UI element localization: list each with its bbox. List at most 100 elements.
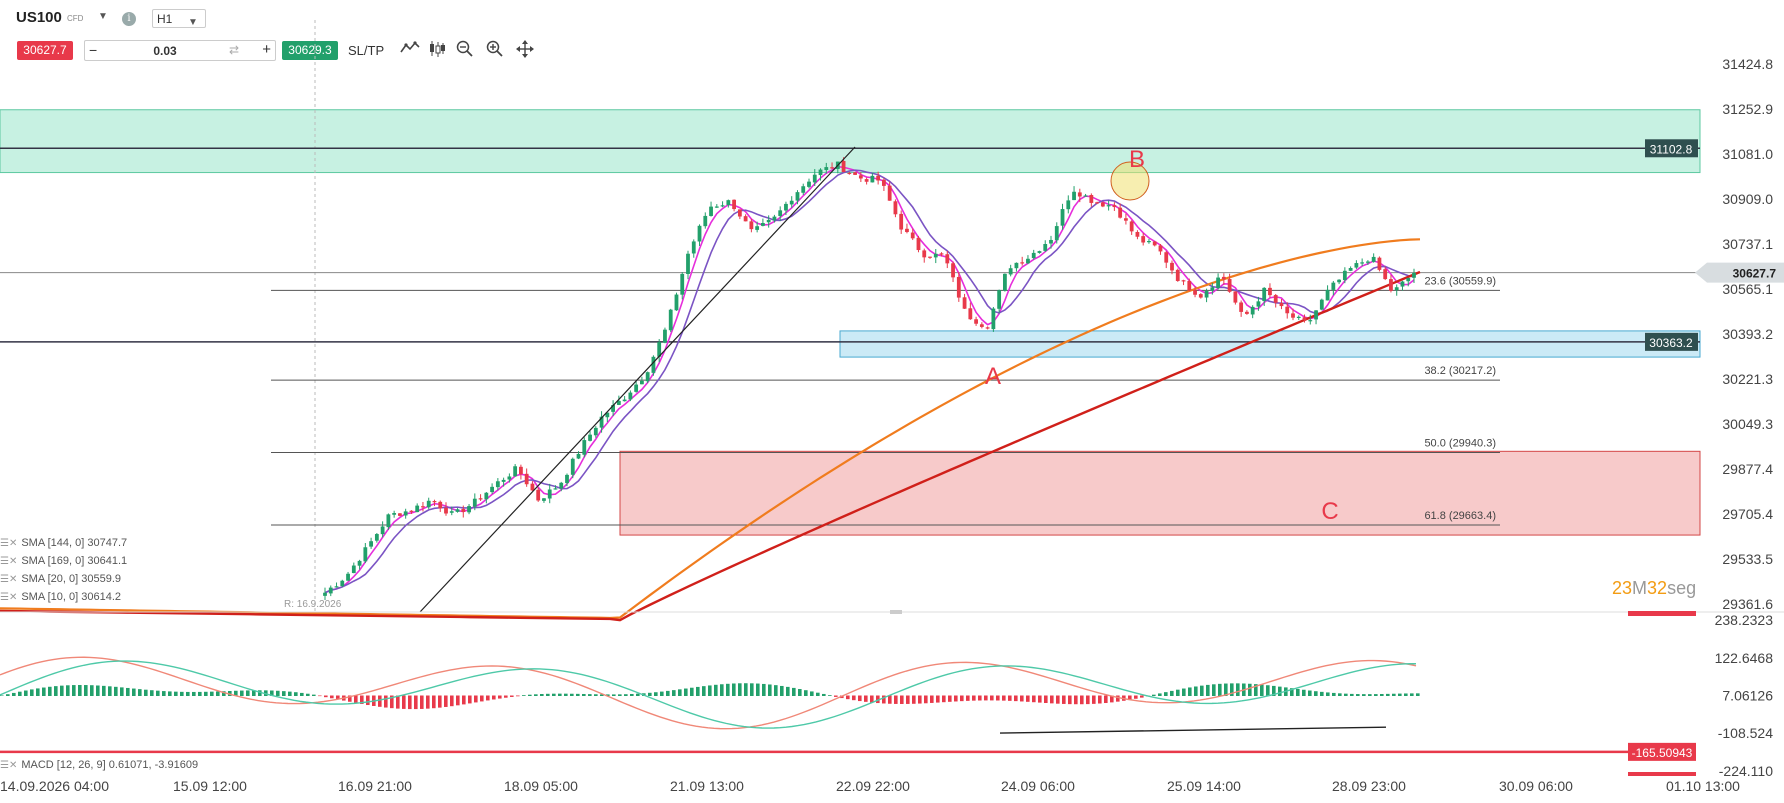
candle-body	[968, 308, 973, 320]
candle	[1366, 260, 1370, 265]
candle-body	[674, 294, 679, 311]
candle-body	[1181, 280, 1186, 282]
macd-signal-line	[0, 660, 1417, 729]
sma-legend-item[interactable]: ☰✕ SMA [20, 0] 30559.9	[0, 573, 121, 585]
macd-histogram-bar	[672, 690, 676, 696]
candle-timer: 23M32seg	[1612, 578, 1697, 598]
zoom-out-icon[interactable]	[456, 40, 474, 58]
macd-top-marker	[1628, 611, 1696, 616]
candle-body	[916, 237, 921, 251]
timeframe-select[interactable]: H1 ▼	[152, 9, 206, 28]
candle-body	[426, 500, 431, 508]
settings-close-icon[interactable]: ☰✕	[0, 574, 18, 585]
time-tick-label: 22.09 22:00	[836, 778, 910, 794]
sell-button[interactable]: 30627.7	[17, 41, 73, 60]
crosshair-icon[interactable]	[516, 40, 536, 60]
candle	[1291, 308, 1295, 321]
candle-body	[478, 498, 483, 500]
macd-histogram-bar	[666, 690, 670, 696]
candle-body	[1193, 290, 1197, 295]
minus-icon[interactable]: −	[89, 42, 98, 58]
symbol-name[interactable]: US100	[16, 9, 62, 26]
sma-legend-item[interactable]: ☰✕ SMA [169, 0] 30641.1	[0, 555, 127, 567]
macd-histogram-bar	[156, 690, 160, 696]
candle-body	[956, 276, 961, 298]
macd-histogram-bar	[1362, 694, 1366, 696]
candle-body	[714, 206, 719, 208]
candle	[1026, 255, 1030, 265]
candle	[974, 316, 978, 326]
macd-histogram-bar	[534, 694, 538, 696]
macd-histogram-bar	[1086, 695, 1090, 705]
candle-body	[1089, 195, 1094, 203]
candle	[1221, 273, 1226, 285]
settings-close-icon[interactable]: ☰✕	[0, 556, 18, 567]
candle-body	[962, 297, 967, 309]
macd-histogram-bar	[852, 695, 856, 701]
macd-histogram-bar	[654, 692, 658, 696]
macd-histogram-bar	[486, 695, 490, 701]
quantity-value[interactable]: 0.03	[153, 44, 177, 58]
macd-legend[interactable]: ☰✕ MACD [12, 26, 9] 0.61071, -3.91609	[0, 759, 198, 771]
candle-body	[565, 474, 569, 484]
macd-histogram-bar	[1020, 695, 1024, 702]
candle-body	[876, 175, 881, 181]
info-icon[interactable]: i	[122, 12, 136, 26]
candle	[1175, 268, 1180, 282]
settings-close-icon[interactable]: ☰✕	[0, 760, 18, 771]
quantity-stepper[interactable]: − 0.03 ⇄ +	[84, 40, 276, 61]
macd-histogram-bar	[864, 695, 868, 702]
macd-histogram-bar	[1026, 695, 1030, 702]
candle-body	[1383, 269, 1388, 280]
candle	[1141, 232, 1146, 246]
macd-histogram-bar	[948, 695, 952, 702]
candle	[323, 587, 327, 601]
macd-histogram-bar	[1314, 691, 1318, 696]
zoom-in-icon[interactable]	[486, 40, 504, 58]
macd-histogram-bar	[180, 691, 184, 696]
candle	[559, 481, 564, 492]
candle-body	[547, 489, 552, 499]
candle-body	[634, 384, 639, 392]
candle	[421, 502, 425, 512]
candle	[784, 201, 788, 216]
candle-body	[824, 167, 829, 170]
candle-body	[1037, 251, 1042, 253]
macd-histogram-bar	[456, 695, 460, 706]
candle	[576, 451, 581, 460]
macd-histogram-bar	[444, 695, 448, 707]
macd-histogram-bar	[1386, 693, 1390, 696]
macd-histogram-bar	[1326, 692, 1330, 696]
line-chart-icon[interactable]	[400, 40, 420, 56]
macd-histogram-bar	[618, 694, 622, 696]
buy-button[interactable]: 30629.3	[282, 41, 338, 60]
sma-legend-item[interactable]: ☰✕ SMA [10, 0] 30614.2	[0, 591, 121, 603]
macd-histogram-bar	[1074, 695, 1078, 705]
fib-label: 38.2 (30217.2)	[1424, 365, 1496, 377]
chevron-down-icon[interactable]: ▼	[98, 11, 108, 22]
candles-icon[interactable]	[428, 40, 446, 58]
candle-body	[490, 486, 494, 493]
macd-histogram-bar	[324, 695, 328, 698]
candle-body	[1314, 310, 1318, 320]
swap-icon[interactable]: ⇄	[229, 43, 240, 57]
settings-close-icon[interactable]: ☰✕	[0, 538, 18, 549]
plus-icon[interactable]: +	[262, 41, 271, 58]
candle	[1147, 238, 1151, 244]
macd-histogram-bar	[846, 695, 850, 700]
macd-tick-label: 238.2323	[1715, 612, 1774, 628]
settings-close-icon[interactable]: ☰✕	[0, 592, 18, 603]
candle	[807, 178, 811, 189]
macd-histogram-bar	[42, 687, 46, 696]
candle-body	[1360, 262, 1365, 264]
candle-body	[1072, 191, 1076, 201]
macd-histogram-bar	[492, 695, 496, 700]
sltp-button[interactable]: SL/TP	[348, 43, 385, 58]
candle	[1037, 250, 1042, 254]
candle-body	[922, 250, 927, 258]
candle-body	[386, 514, 391, 528]
candle	[1054, 222, 1059, 244]
macd-histogram-bar	[1134, 695, 1138, 699]
sma-legend-item[interactable]: ☰✕ SMA [144, 0] 30747.7	[0, 537, 127, 549]
